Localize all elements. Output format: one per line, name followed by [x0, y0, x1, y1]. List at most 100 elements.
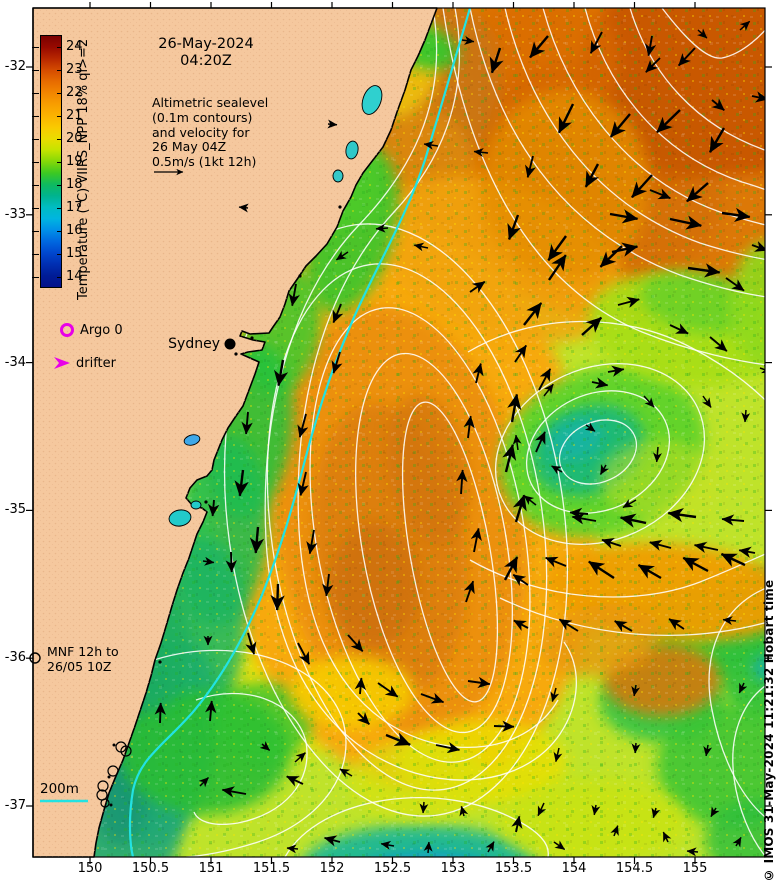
- mnf-label-line1: MNF 12h to: [47, 644, 119, 659]
- velocity-arrow: [617, 296, 640, 308]
- colorbar-tick-label: 17: [66, 200, 83, 215]
- velocity-arrow: [294, 752, 306, 763]
- velocity-arrow: [571, 513, 597, 525]
- y-axis-label: -33: [4, 206, 26, 222]
- velocity-arrow: [297, 471, 309, 496]
- velocity-arrow: [523, 302, 543, 326]
- velocity-arrow: [419, 801, 429, 814]
- colorbar-tick-label: 23: [66, 62, 83, 77]
- x-axis-label: 153.5: [494, 861, 533, 876]
- colorbar-tick-label: 20: [66, 131, 83, 146]
- velocity-arrow: [354, 677, 367, 695]
- velocity-arrow: [241, 411, 253, 435]
- velocity-arrow: [722, 616, 737, 626]
- velocity-arrow: [534, 431, 546, 453]
- mnf-label-line2: 26/05 10Z: [47, 658, 112, 674]
- velocity-arrow: [553, 747, 563, 763]
- coastal-lake: [168, 509, 192, 527]
- y-axis-label: -36: [4, 650, 26, 666]
- velocity-arrow: [473, 148, 489, 157]
- velocity-arrow: [514, 344, 527, 363]
- colorbar-tick: [32, 46, 39, 48]
- velocity-arrow: [720, 552, 746, 567]
- ship-track-circle: [97, 780, 109, 792]
- sealevel-contour: [354, 352, 514, 734]
- velocity-arrow: [732, 836, 742, 848]
- velocity-arrow: [759, 364, 765, 374]
- velocity-arrow: [339, 768, 353, 778]
- velocity-arrow: [611, 242, 639, 257]
- axes-frame: [26, 2, 772, 864]
- velocity-arrow: [259, 741, 271, 752]
- velocity-arrow: [588, 560, 615, 580]
- colorbar-tick-label: 16: [66, 223, 83, 238]
- velocity-arrow: [558, 618, 579, 632]
- x-axis-label: 155: [682, 861, 708, 876]
- colorbar-tick: [32, 115, 39, 117]
- colorbar-tick: [57, 115, 62, 117]
- colorbar-tick: [32, 207, 39, 209]
- velocity-arrow: [523, 495, 537, 506]
- colorbar-title: Temperature (°C) VIIRS_NPP 18% ql>=2: [76, 38, 91, 300]
- velocity-arrow: [335, 250, 349, 261]
- ship-track-circle: [107, 765, 119, 777]
- velocity-arrow: [512, 434, 522, 451]
- velocity-arrow: [377, 682, 399, 698]
- x-axis-label: 152.5: [373, 861, 412, 876]
- velocity-arrow: [485, 841, 495, 853]
- velocity-arrow: [669, 323, 689, 335]
- velocity-arrow: [710, 806, 720, 818]
- info-line-5: 0.5m/s (1kt 12h): [152, 154, 257, 169]
- ship-track-circle: [120, 745, 132, 757]
- velocity-arrow: [507, 393, 522, 423]
- velocity-arrow: [599, 464, 610, 475]
- velocity-arrow: [591, 804, 601, 816]
- x-axis-label: 151: [198, 861, 224, 876]
- velocity-arrow: [601, 538, 622, 549]
- velocity-arrow: [423, 841, 433, 854]
- coastal-lake: [332, 169, 344, 183]
- sydney-place-label: Sydney: [168, 336, 220, 352]
- colorbar-tick: [57, 184, 62, 186]
- velocity-arrow: [286, 844, 299, 854]
- colorbar-tick: [57, 253, 62, 255]
- velocity-arrow: [512, 494, 527, 523]
- colorbar-tick: [32, 184, 39, 186]
- velocity-arrow: [619, 513, 647, 528]
- velocity-arrow: [456, 469, 468, 495]
- velocity-arrow: [677, 47, 696, 67]
- velocity-arrow: [198, 776, 210, 788]
- velocity-arrow: [331, 351, 343, 374]
- sealevel-contour: [661, 8, 765, 59]
- velocity-arrow: [651, 807, 661, 819]
- velocity-arrow: [649, 539, 672, 551]
- velocity-arrow: [323, 835, 341, 847]
- velocity-arrow: [738, 682, 748, 694]
- sealevel-contour: [223, 223, 569, 817]
- imos-copyright-watermark: © IMOS 31-May-2024 11:21:32 Hobart time: [762, 579, 776, 882]
- date-label: 26-May-2024: [158, 36, 254, 52]
- velocity-arrow: [238, 203, 249, 213]
- depth-200m-label: 200m: [40, 781, 79, 797]
- velocity-arrow: [297, 642, 311, 665]
- velocity-arrow: [550, 687, 560, 702]
- velocity-arrow: [668, 618, 685, 631]
- velocity-vectors: [154, 20, 765, 857]
- velocity-arrow: [589, 31, 603, 54]
- colorbar-tick: [57, 46, 62, 48]
- velocity-arrow: [725, 277, 745, 292]
- colorbar-tick: [57, 230, 62, 232]
- velocity-arrow: [631, 174, 653, 199]
- velocity-arrow: [202, 556, 215, 566]
- coastal-lake: [361, 85, 383, 115]
- velocity-arrow: [584, 163, 600, 188]
- velocity-arrow: [682, 556, 709, 573]
- velocity-arrow: [154, 702, 166, 724]
- info-line-3: and velocity for: [152, 124, 250, 140]
- velocity-arrow: [584, 422, 596, 432]
- x-axis-label: 152: [319, 861, 345, 876]
- velocity-arrow: [553, 840, 566, 851]
- x-axis-label: 151.5: [252, 861, 291, 876]
- velocity-arrow: [551, 465, 563, 475]
